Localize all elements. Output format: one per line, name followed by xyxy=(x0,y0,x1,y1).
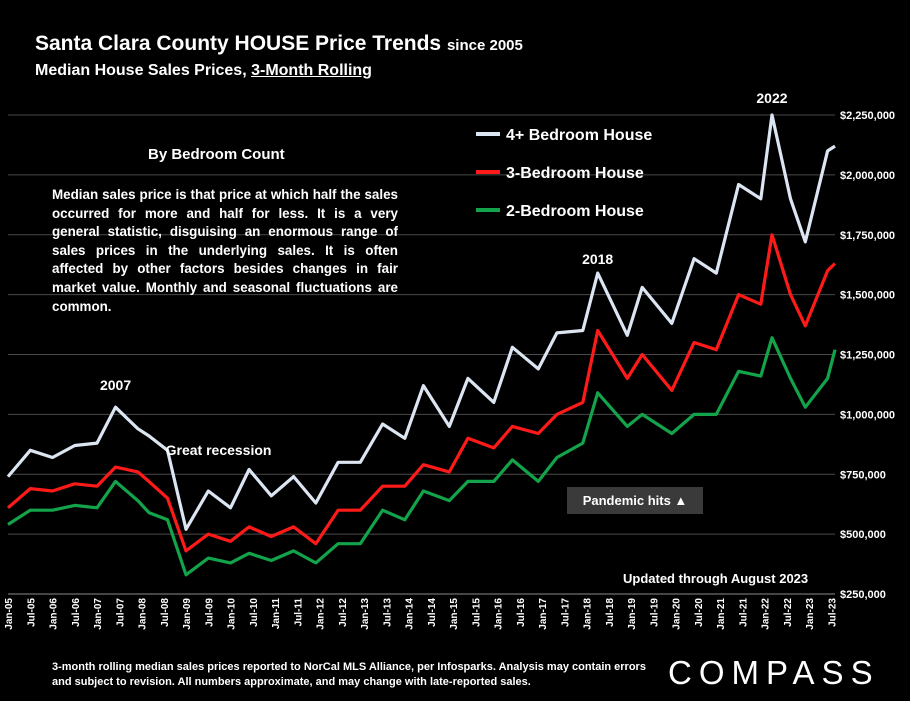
x-tick-label: Jul-16 xyxy=(516,598,527,627)
legend: 4+ Bedroom House 3-Bedroom House 2-Bedroom… xyxy=(476,127,652,220)
x-tick-label: Jan-22 xyxy=(761,598,772,630)
pandemic-annotation: Pandemic hits ▲ xyxy=(567,487,703,514)
y-tick-label: $1,750,000 xyxy=(840,230,895,242)
series-line-3-bedroom-house xyxy=(6,233,837,553)
panel-heading: By Bedroom Count xyxy=(148,146,285,163)
x-tick-label: Jul-09 xyxy=(204,598,215,627)
legend-label: 4+ Bedroom House xyxy=(506,127,652,144)
x-tick-label: Jan-09 xyxy=(182,598,193,630)
x-tick-label: Jul-13 xyxy=(382,598,393,627)
footnote: 3-month rolling median sales prices repo… xyxy=(52,661,646,688)
x-tick-label: Jan-18 xyxy=(583,598,594,630)
x-tick-label: Jan-17 xyxy=(538,598,549,630)
x-tick-label: Jul-18 xyxy=(605,598,616,627)
y-tick-label: $750,000 xyxy=(840,469,886,481)
x-tick-label: Jan-16 xyxy=(494,598,505,630)
x-tick-label: Jul-05 xyxy=(26,598,37,627)
x-axis-ticks: Jan-05 Jul-05 Jan-06 Jul-06 Jan-07 Jul-07 Jan-… xyxy=(4,598,838,630)
chart-annotation: Great recession xyxy=(166,442,272,458)
x-tick-label: Jan-21 xyxy=(716,598,727,630)
x-tick-label: Jul-22 xyxy=(783,598,794,627)
y-tick-label: $2,000,000 xyxy=(840,170,895,182)
x-tick-label: Jul-07 xyxy=(115,598,126,627)
chart-annotation: 2022 xyxy=(756,90,787,106)
x-tick-label: Jul-06 xyxy=(71,598,82,627)
x-tick-label: Jan-08 xyxy=(138,598,149,630)
x-tick-label: Jul-17 xyxy=(560,598,571,627)
y-tick-label: $2,250,000 xyxy=(840,110,895,122)
panel-description: Median sales price is that price at whic… xyxy=(52,187,398,314)
x-tick-label: Jul-19 xyxy=(649,598,660,627)
x-tick-label: Jan-10 xyxy=(227,598,238,630)
chart-subtitle: Median House Sales Prices, 3-Month Rolli… xyxy=(35,62,372,80)
updated-note: Updated through August 2023 xyxy=(623,571,809,586)
x-tick-label: Jul-15 xyxy=(471,598,482,627)
series-line-4-bedroom-house xyxy=(6,113,836,531)
y-tick-label: $500,000 xyxy=(840,529,886,541)
y-tick-label: $1,500,000 xyxy=(840,290,895,302)
x-tick-label: Jan-06 xyxy=(49,598,60,630)
x-tick-label: Jul-10 xyxy=(249,598,260,627)
y-tick-label: $1,250,000 xyxy=(840,350,895,362)
series-lines xyxy=(6,113,837,577)
chart-annotation: 2018 xyxy=(582,251,613,267)
y-tick-label: $250,000 xyxy=(840,589,886,601)
chart-title-main: Santa Clara County HOUSE Price Trends xyxy=(35,32,442,55)
x-tick-label: Jul-23 xyxy=(827,598,838,627)
x-tick-label: Jan-13 xyxy=(360,598,371,630)
x-tick-label: Jan-23 xyxy=(805,598,816,630)
chart-title: Santa Clara County HOUSE Price Trends si… xyxy=(35,32,523,56)
x-tick-label: Jan-05 xyxy=(4,598,15,630)
legend-label: 2-Bedroom House xyxy=(506,203,644,220)
x-tick-label: Jul-08 xyxy=(160,598,171,627)
chart-title-suffix: since 2005 xyxy=(446,37,523,54)
chart-annotations: 2007 Great recession 2018 2022 xyxy=(100,90,788,458)
compass-logo: COMPASS xyxy=(668,654,880,691)
x-tick-label: Jan-11 xyxy=(271,598,282,630)
y-tick-label: $1,000,000 xyxy=(840,409,895,421)
chart-annotation: 2007 xyxy=(100,377,131,393)
x-tick-label: Jan-15 xyxy=(449,598,460,630)
chart-subtitle-prefix: Median House Sales Prices, xyxy=(35,62,252,79)
x-tick-label: Jul-21 xyxy=(738,598,749,627)
legend-label: 3-Bedroom House xyxy=(506,165,644,182)
x-tick-label: Jul-11 xyxy=(293,598,304,627)
series-line-2-bedroom-house xyxy=(7,336,837,577)
x-tick-label: Jul-20 xyxy=(694,598,705,627)
x-tick-label: Jan-07 xyxy=(93,598,104,630)
x-tick-label: Jul-12 xyxy=(338,598,349,627)
x-tick-label: Jan-19 xyxy=(627,598,638,630)
chart-subtitle-underlined: 3-Month Rolling xyxy=(251,62,372,79)
gridlines xyxy=(8,114,835,595)
x-tick-label: Jan-12 xyxy=(316,598,327,630)
x-tick-label: Jan-20 xyxy=(672,598,683,630)
y-axis-ticks: $250,000 $500,000 $750,000 $1,000,000 $1,250… xyxy=(840,110,895,601)
x-tick-label: Jul-14 xyxy=(427,598,438,627)
x-tick-label: Jan-14 xyxy=(405,598,416,630)
